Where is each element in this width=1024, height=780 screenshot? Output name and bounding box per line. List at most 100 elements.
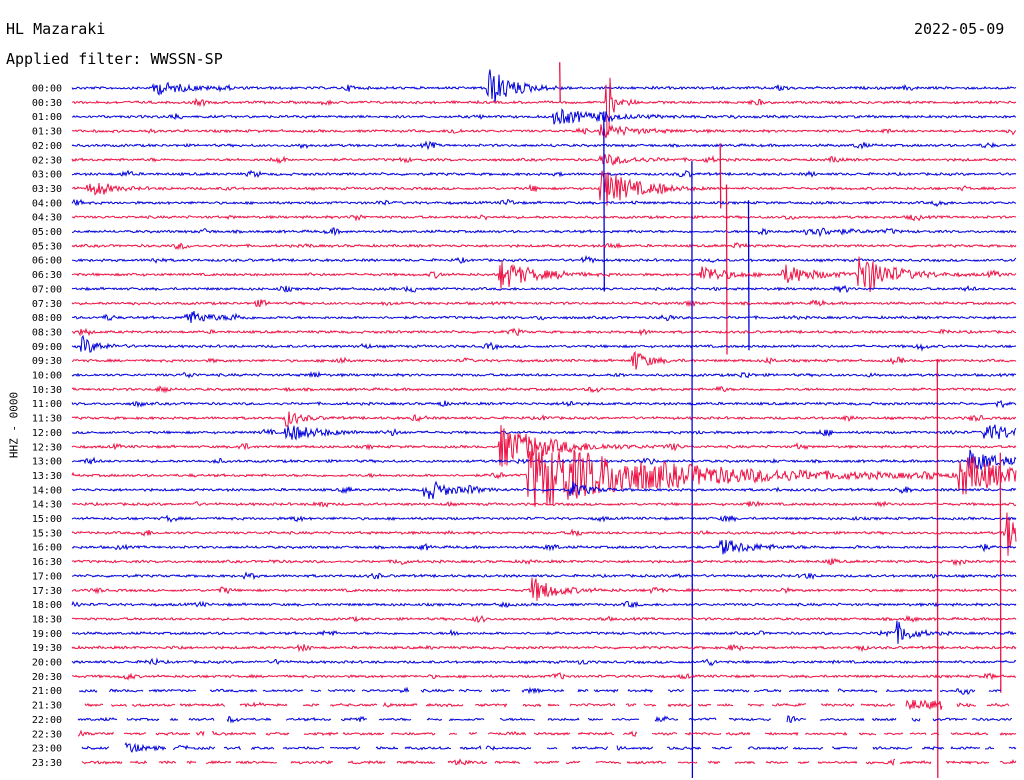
spike-mark: [747, 200, 750, 351]
trace-row: [71, 284, 1017, 293]
row-label: 18:00: [32, 600, 62, 611]
row-label: 08:00: [32, 313, 62, 324]
trace-row: [77, 715, 1013, 724]
trace-row: [71, 254, 1017, 264]
trace-row: [77, 729, 1017, 738]
row-label: 22:30: [32, 729, 62, 740]
row-label: 15:30: [32, 528, 62, 539]
spike-mark: [603, 111, 605, 292]
trace-row: [71, 672, 1017, 681]
trace-row: [71, 327, 1017, 337]
trace-row: [71, 242, 1017, 251]
trace-row: [78, 686, 1002, 695]
row-label: 03:30: [32, 184, 62, 195]
row-label: 13:00: [32, 457, 62, 468]
trace-row: [71, 444, 1017, 507]
row-label: 12:30: [32, 442, 62, 453]
row-label: 11:30: [32, 414, 62, 425]
row-label: 07:30: [32, 299, 62, 310]
row-label: 05:30: [32, 241, 62, 252]
station-name: HL Mazaraki: [6, 20, 106, 38]
row-label: 23:30: [32, 758, 62, 769]
trace-row: [71, 514, 1017, 523]
row-label: 04:30: [32, 213, 62, 224]
trace-row: [71, 449, 1017, 470]
row-label: 14:00: [32, 485, 62, 496]
trace-row: [71, 256, 1017, 293]
row-label: 16:00: [32, 543, 62, 554]
spike-mark: [559, 62, 561, 103]
row-label: 14:30: [32, 500, 62, 511]
trace-row: [71, 643, 1017, 653]
trace-row: [71, 512, 1017, 556]
row-label: 12:00: [32, 428, 62, 439]
row-label: 10:00: [32, 371, 62, 382]
row-label: 02:00: [32, 141, 62, 152]
trace-row: [71, 620, 1017, 644]
trace-lines: [71, 62, 1017, 779]
trace-row: [81, 758, 1017, 767]
trace-row: [71, 424, 1017, 441]
row-label: 09:30: [32, 356, 62, 367]
row-label: 19:00: [32, 629, 62, 640]
row-label: 10:30: [32, 385, 62, 396]
row-label: 03:00: [32, 170, 62, 181]
trace-row: [71, 69, 1017, 104]
row-label: 19:30: [32, 643, 62, 654]
row-label: 01:00: [32, 112, 62, 123]
spike-mark: [725, 184, 728, 355]
row-label: 15:00: [32, 514, 62, 525]
trace-row: [71, 370, 1017, 379]
row-label: 20:30: [32, 672, 62, 683]
trace-row: [72, 227, 1017, 238]
row-label: 18:30: [32, 614, 62, 625]
trace-row: [71, 123, 1017, 139]
record-date: 2022-05-09: [914, 20, 1005, 38]
row-label: 08:30: [32, 327, 62, 338]
row-label: 21:00: [32, 686, 62, 697]
row-label: 06:30: [32, 270, 62, 281]
trace-row: [71, 169, 1017, 178]
trace-row: [71, 577, 1017, 601]
row-label: 06:00: [32, 256, 62, 267]
row-label: 07:00: [32, 284, 62, 295]
trace-row: [71, 153, 1017, 166]
trace-row: [71, 140, 1017, 151]
trace-row: [81, 741, 1017, 753]
trace-row: [71, 198, 1017, 208]
spike-mark: [936, 359, 939, 779]
row-label: 05:00: [32, 227, 62, 238]
spike-mark: [719, 143, 722, 209]
row-label: 00:30: [32, 98, 62, 109]
spike-mark: [999, 452, 1002, 693]
row-label: 17:30: [32, 586, 62, 597]
trace-row: [71, 411, 1017, 427]
trace-row: [71, 425, 1017, 467]
row-label: 23:00: [32, 744, 62, 755]
row-label: 16:30: [32, 557, 62, 568]
row-label: 02:30: [32, 155, 62, 166]
trace-row: [84, 699, 1010, 711]
trace-row: [71, 539, 1017, 555]
trace-row: [71, 480, 1017, 499]
trace-row: [71, 557, 1017, 567]
trace-row: [71, 500, 1017, 508]
row-label: 09:00: [32, 342, 62, 353]
trace-row: [71, 334, 1017, 353]
row-label: 00:00: [32, 84, 62, 95]
trace-row: [71, 214, 1017, 222]
filter-label: Applied filter: WWSSN-SP: [6, 50, 223, 68]
trace-row: [71, 399, 1017, 409]
row-label: 04:00: [32, 198, 62, 209]
trace-row: [71, 299, 1017, 308]
trace-row: [71, 77, 1017, 136]
row-label: 13:30: [32, 471, 62, 482]
trace-row: [71, 614, 1017, 624]
row-labels: 00:00 00:30 01:00 01:30 02:00 02:30 03:00 03:30…: [32, 84, 62, 769]
trace-row: [71, 350, 1017, 370]
trace-row: [71, 310, 1017, 324]
trace-row: [71, 600, 1017, 609]
row-label: 21:30: [32, 701, 62, 712]
trace-row: [71, 170, 1017, 206]
